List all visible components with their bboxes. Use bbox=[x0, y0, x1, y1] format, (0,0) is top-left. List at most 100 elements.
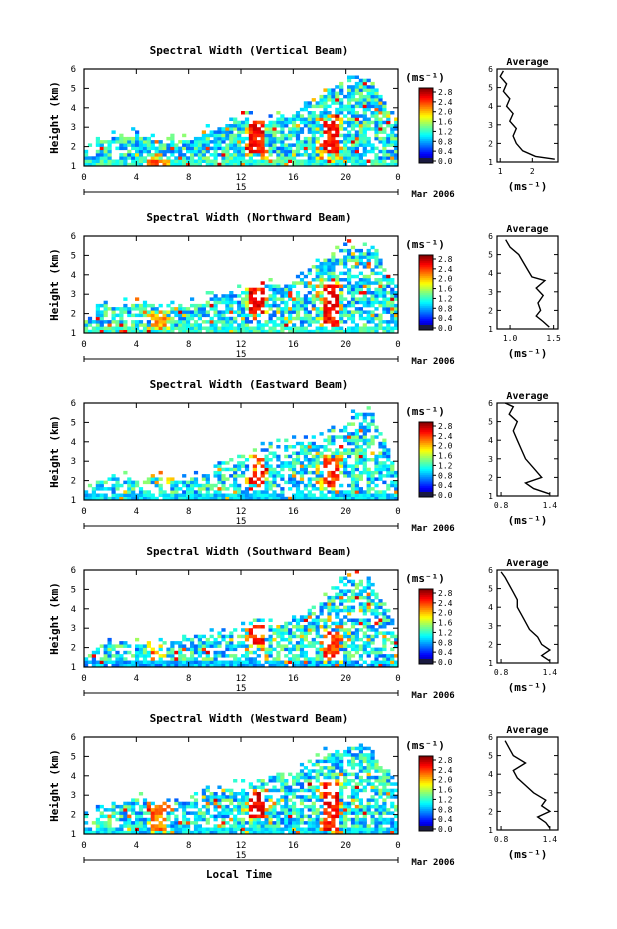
heatmap-cell bbox=[323, 621, 328, 626]
heatmap-cell bbox=[225, 143, 230, 147]
heatmap-cell bbox=[292, 804, 297, 809]
heatmap-cell bbox=[370, 300, 375, 305]
heatmap-cell bbox=[237, 162, 242, 167]
heatmap-cell bbox=[272, 120, 277, 125]
colorbar-segment bbox=[419, 793, 433, 796]
heatmap-cell bbox=[370, 762, 375, 767]
heatmap-cell bbox=[272, 454, 277, 459]
heatmap-cell bbox=[295, 441, 301, 446]
heatmap-cell bbox=[150, 647, 155, 652]
heatmap-cell bbox=[225, 136, 230, 141]
heatmap-cell bbox=[170, 146, 175, 151]
heatmap-cell bbox=[256, 461, 261, 465]
heatmap-cell bbox=[87, 830, 93, 835]
heatmap-cell bbox=[280, 464, 285, 468]
heatmap-cell bbox=[248, 454, 253, 459]
heatmap-cell bbox=[182, 817, 187, 822]
heatmap-cell bbox=[358, 329, 363, 334]
heatmap-cell bbox=[99, 827, 104, 831]
heatmap-cell bbox=[299, 827, 305, 831]
heatmap-cell bbox=[295, 641, 301, 645]
heatmap-cell bbox=[280, 647, 285, 652]
heatmap-cell bbox=[299, 628, 305, 632]
heatmap-cell bbox=[350, 255, 356, 259]
heatmap-cell bbox=[201, 156, 206, 160]
heatmap-cell bbox=[103, 326, 108, 330]
heatmap-cell bbox=[307, 830, 312, 835]
heatmap-cell bbox=[366, 303, 371, 308]
heatmap-cell bbox=[386, 608, 391, 613]
heatmap-cell bbox=[315, 470, 320, 475]
heatmap-cell bbox=[339, 300, 344, 305]
heatmap-cell bbox=[347, 605, 352, 610]
colorbar-segment bbox=[419, 446, 433, 449]
heatmap-cell bbox=[260, 140, 265, 144]
heatmap-cell bbox=[221, 313, 226, 318]
heatmap-cell bbox=[354, 821, 359, 825]
heatmap-cell bbox=[248, 628, 253, 632]
heatmap-cell bbox=[197, 817, 202, 822]
x-tick-label: 4 bbox=[134, 173, 139, 183]
heatmap-cell bbox=[162, 641, 167, 645]
heatmap-cell bbox=[343, 133, 348, 138]
heatmap-cell bbox=[150, 307, 155, 311]
heatmap-cell bbox=[350, 599, 356, 603]
heatmap-cell bbox=[370, 817, 375, 822]
heatmap-cell bbox=[339, 785, 344, 789]
heatmap-cell bbox=[354, 464, 359, 468]
colorbar-segment bbox=[419, 93, 433, 96]
y-tick-label: 1 bbox=[71, 496, 76, 506]
heatmap-cell bbox=[350, 830, 356, 835]
heatmap-cell bbox=[331, 136, 336, 141]
heatmap-cell bbox=[190, 811, 195, 815]
heatmap-cell bbox=[292, 792, 297, 796]
x-tick-label: 0 bbox=[81, 173, 86, 183]
heatmap-cell bbox=[370, 830, 375, 835]
heatmap-cell bbox=[323, 130, 328, 134]
heatmap-cell bbox=[390, 827, 395, 831]
heatmap-cell bbox=[284, 438, 289, 443]
heatmap-cell bbox=[315, 451, 320, 455]
heatmap-cell bbox=[343, 474, 348, 478]
heatmap-cell bbox=[252, 637, 257, 642]
heatmap-cell bbox=[221, 146, 226, 151]
heatmap-cell bbox=[370, 451, 375, 455]
heatmap-cell bbox=[170, 650, 175, 655]
heatmap-cell bbox=[390, 294, 395, 298]
heatmap-cell bbox=[354, 248, 359, 253]
heatmap-cell bbox=[366, 576, 371, 580]
heatmap-cell bbox=[335, 91, 340, 96]
heatmap-cell bbox=[95, 140, 100, 144]
heatmap-cell bbox=[91, 496, 96, 501]
heatmap-cell bbox=[323, 480, 328, 485]
heatmap-cell bbox=[178, 480, 183, 485]
heatmap-cell bbox=[142, 804, 148, 809]
heatmap-cell bbox=[115, 320, 120, 324]
heatmap-cell bbox=[233, 496, 238, 501]
heatmap-cell bbox=[394, 117, 399, 121]
heatmap-cell bbox=[138, 162, 144, 167]
colorbar-segment bbox=[419, 264, 433, 267]
heatmap-cell bbox=[135, 329, 140, 334]
heatmap-cell bbox=[256, 162, 261, 167]
heatmap-cell bbox=[366, 493, 371, 497]
heatmap-cell bbox=[158, 477, 163, 481]
heatmap-cell bbox=[284, 291, 289, 295]
heatmap-cell bbox=[370, 294, 375, 298]
heatmap-cell bbox=[213, 804, 218, 809]
heatmap-cell bbox=[229, 798, 234, 802]
heatmap-cell bbox=[319, 313, 324, 318]
heatmap-cell bbox=[362, 490, 367, 494]
colorbar-segment bbox=[419, 91, 433, 95]
heatmap-cell bbox=[386, 821, 391, 825]
colorbar-segment bbox=[419, 468, 433, 472]
heatmap-cell bbox=[319, 795, 324, 799]
heatmap-cell bbox=[382, 647, 387, 652]
heatmap-cell bbox=[358, 827, 363, 831]
colorbar-segment bbox=[419, 480, 433, 483]
heatmap-cell bbox=[264, 159, 269, 163]
heatmap-cell bbox=[201, 326, 206, 330]
heatmap-cell bbox=[193, 162, 199, 167]
heatmap-cell bbox=[378, 320, 383, 324]
heatmap-cell bbox=[350, 435, 356, 439]
